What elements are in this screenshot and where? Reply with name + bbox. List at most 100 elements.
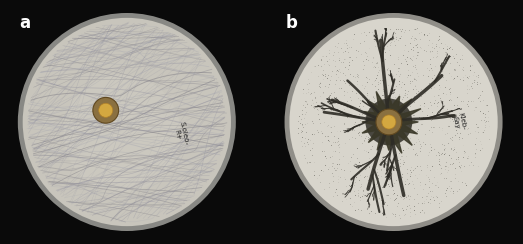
Point xyxy=(315,121,324,125)
Point xyxy=(376,107,384,111)
Point xyxy=(335,56,343,60)
Point xyxy=(339,121,348,125)
Point xyxy=(386,115,394,119)
Point xyxy=(418,109,426,113)
Point xyxy=(449,54,458,58)
Point xyxy=(345,72,354,76)
Point xyxy=(410,36,418,40)
Point xyxy=(440,147,448,151)
Point xyxy=(380,200,389,203)
Point xyxy=(348,59,357,62)
Point xyxy=(350,128,358,132)
Point xyxy=(450,76,458,80)
Point xyxy=(431,183,439,187)
Point xyxy=(406,56,415,60)
Point xyxy=(395,130,403,134)
Point xyxy=(336,78,344,81)
Point xyxy=(392,165,400,169)
Point xyxy=(298,108,306,112)
Point xyxy=(416,90,424,94)
Point xyxy=(315,81,324,85)
Point xyxy=(328,171,337,175)
Point xyxy=(439,176,448,180)
Point xyxy=(302,100,310,104)
Point xyxy=(424,177,433,181)
Point xyxy=(315,82,324,86)
Point xyxy=(401,91,409,95)
Point xyxy=(396,193,404,197)
Point xyxy=(314,117,323,121)
Point xyxy=(476,139,484,143)
Point xyxy=(349,174,358,178)
Point xyxy=(391,168,400,172)
Point xyxy=(310,169,318,173)
Point xyxy=(398,188,406,192)
Point xyxy=(453,180,462,183)
Point xyxy=(346,55,354,59)
Point xyxy=(351,208,359,212)
Point xyxy=(300,144,309,148)
Point xyxy=(382,111,391,115)
Point xyxy=(468,63,476,67)
Point xyxy=(391,99,399,102)
Point xyxy=(336,129,345,133)
Point xyxy=(461,151,469,154)
Point xyxy=(384,66,393,70)
Point xyxy=(411,173,419,177)
Point xyxy=(371,61,380,65)
Point xyxy=(447,109,455,112)
Point xyxy=(356,173,364,176)
Point xyxy=(431,115,439,119)
Point xyxy=(411,100,419,104)
Point xyxy=(304,87,313,91)
Point xyxy=(450,176,459,180)
Point xyxy=(357,52,366,56)
Point xyxy=(308,146,316,150)
Point xyxy=(324,73,332,77)
Point xyxy=(301,136,309,140)
Point xyxy=(391,137,399,141)
Point xyxy=(337,86,346,90)
Point xyxy=(362,149,371,153)
Point xyxy=(426,62,434,66)
Point xyxy=(392,37,401,41)
Point xyxy=(453,95,461,99)
Point xyxy=(428,49,436,53)
Point xyxy=(396,85,405,89)
Point xyxy=(334,136,342,140)
Point xyxy=(394,118,403,122)
Point xyxy=(421,142,429,146)
Point xyxy=(413,53,422,57)
Point xyxy=(395,151,403,155)
Point xyxy=(442,160,450,164)
Point xyxy=(301,99,309,103)
Point xyxy=(355,130,363,134)
Point xyxy=(442,92,451,96)
Point xyxy=(406,81,414,85)
Point xyxy=(427,145,436,149)
Point xyxy=(400,196,408,200)
Point xyxy=(480,128,488,132)
Point xyxy=(369,40,378,43)
Point xyxy=(372,61,381,65)
Point xyxy=(412,78,420,82)
Point xyxy=(427,66,436,70)
Point xyxy=(333,162,341,166)
Point xyxy=(432,78,440,82)
Point xyxy=(390,43,399,47)
Point xyxy=(476,93,484,97)
Point xyxy=(323,76,332,80)
Point xyxy=(384,184,393,188)
Point xyxy=(374,176,382,180)
Point xyxy=(435,201,443,205)
Point xyxy=(408,113,417,117)
Point xyxy=(314,109,323,112)
Point xyxy=(298,125,306,129)
Point xyxy=(422,85,430,89)
Point xyxy=(368,94,377,98)
Point xyxy=(363,191,371,195)
Point xyxy=(307,103,315,107)
Point xyxy=(417,46,426,50)
Point xyxy=(481,123,489,127)
Point xyxy=(425,81,434,85)
